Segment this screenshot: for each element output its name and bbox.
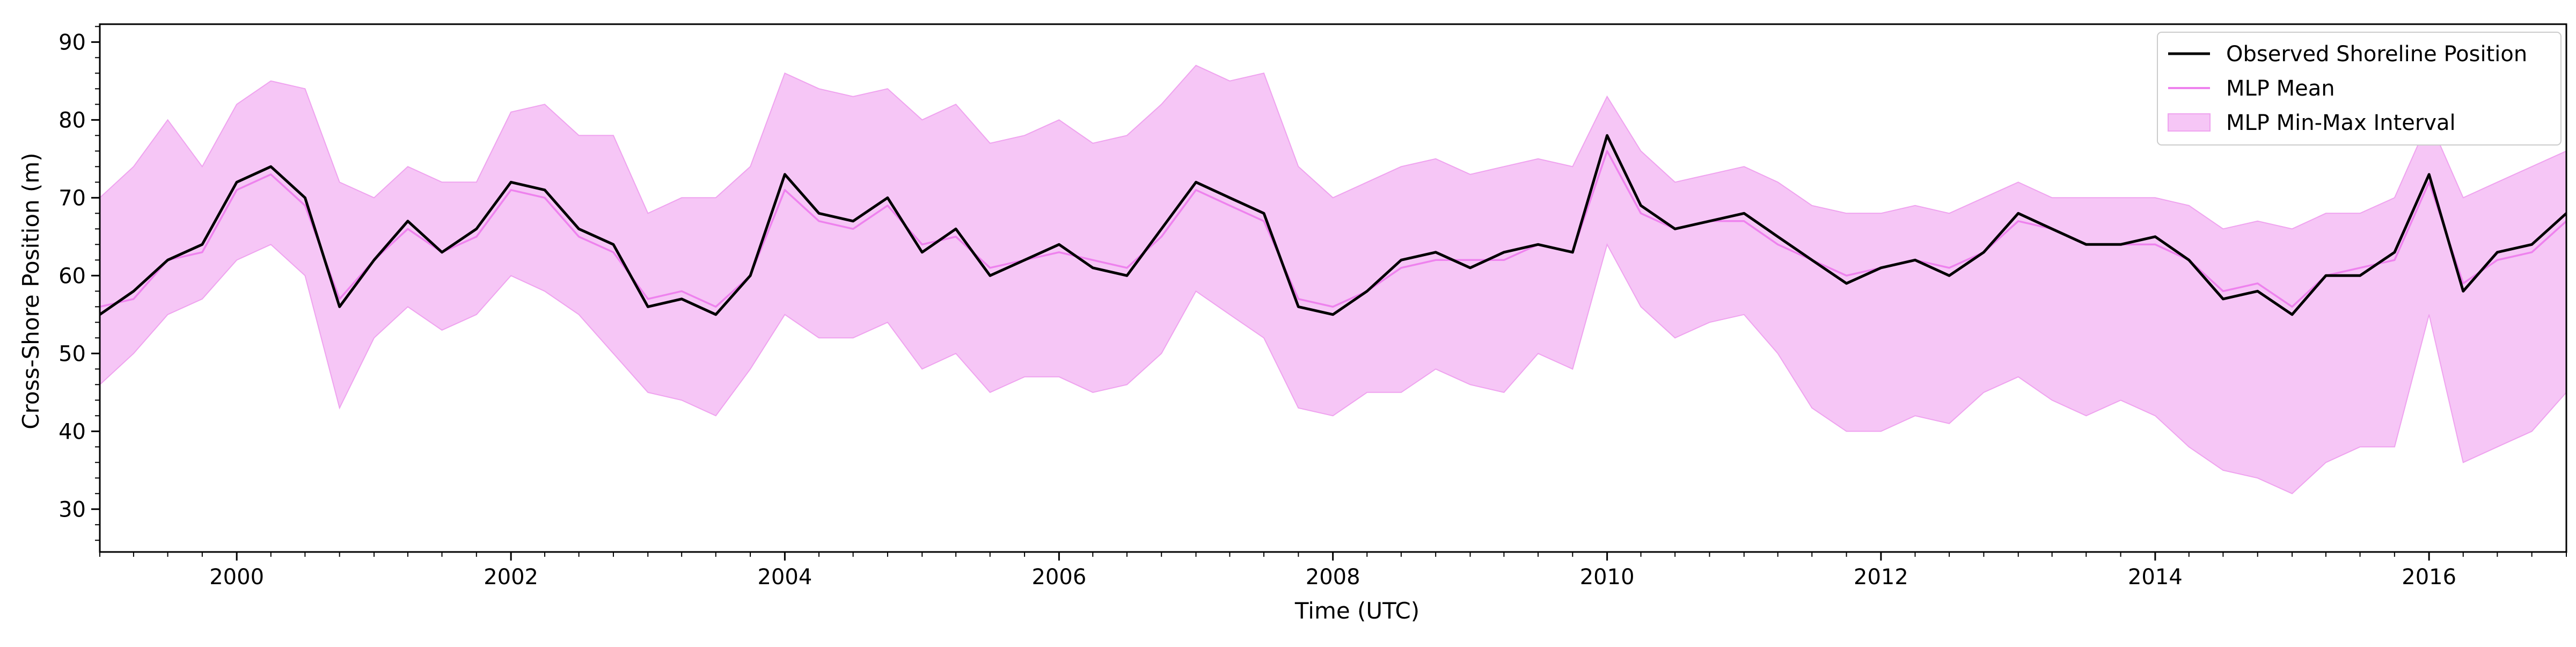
mean-layer	[99, 150, 2567, 308]
x-tick-label: 2000	[209, 565, 264, 590]
y-tick-label: 30	[58, 497, 86, 522]
legend-label: Observed Shoreline Position	[2226, 42, 2527, 67]
x-tick-label: 2016	[2402, 565, 2456, 590]
mlp-mean-line	[99, 150, 2567, 308]
legend-label: MLP Min-Max Interval	[2226, 111, 2456, 135]
axes-layer: 30 40 50 60 70 80 90 2000 2002 2004 2006 2008 2010 20…	[58, 23, 2567, 590]
legend: Observed Shoreline Position MLP Mean MLP M…	[2157, 32, 2562, 146]
x-tick-label: 2008	[1306, 565, 1360, 590]
x-tick-label: 2002	[484, 565, 538, 590]
legend-box	[2157, 32, 2562, 146]
y-tick-label: 40	[58, 419, 86, 444]
legend-swatch-interval	[2168, 113, 2211, 132]
y-axis-label: Cross-Shore Position (m)	[18, 152, 44, 429]
x-tick-label: 2006	[1031, 565, 1086, 590]
x-axis-label: Time (UTC)	[1294, 598, 1419, 624]
y-tick-label: 70	[58, 186, 86, 210]
observed-line	[99, 134, 2567, 316]
x-tick-label: 2012	[1854, 565, 1908, 590]
y-tick-label: 60	[58, 264, 86, 288]
observed-layer	[99, 134, 2567, 316]
x-tick-label: 2010	[1580, 565, 1635, 590]
y-tick-label: 90	[58, 30, 86, 55]
x-tick-label: 2014	[2128, 565, 2183, 590]
x-tick-label: 2004	[757, 565, 812, 590]
y-tick-label: 80	[58, 108, 86, 133]
y-tick-label: 50	[58, 341, 86, 366]
legend-label: MLP Mean	[2226, 76, 2335, 101]
